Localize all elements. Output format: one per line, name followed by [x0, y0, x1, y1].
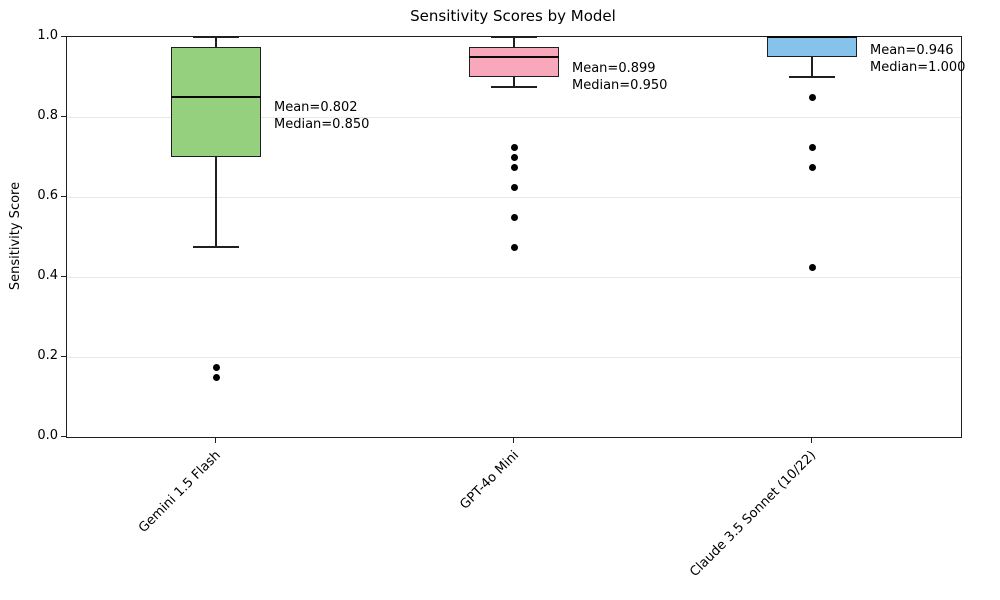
mean-label: Mean=0.899	[572, 61, 656, 77]
y-tick-label: 1.0	[37, 28, 58, 43]
median-label: Median=0.850	[274, 117, 370, 133]
gridline	[67, 116, 961, 118]
mean-median-annotation: Mean=0.946 Median=1.000	[870, 42, 965, 76]
gridline	[67, 196, 961, 198]
x-tick-label: GPT-4o Mini	[456, 448, 522, 513]
lower-whisker	[215, 157, 217, 247]
gridline	[67, 356, 961, 358]
x-tick-label: Claude 3.5 Sonnet (10/22)	[687, 448, 820, 580]
y-tick-mark	[61, 196, 66, 197]
median-line	[171, 96, 261, 98]
plot-area: Mean=0.802 Median=0.850 Mean=0.899 Median=0…	[66, 36, 965, 438]
y-tick-label: 0.8	[37, 108, 58, 123]
y-tick-mark	[61, 36, 66, 37]
y-tick-label: 0.2	[37, 348, 58, 363]
y-tick-label: 0.6	[37, 188, 58, 203]
y-tick-label: 0.0	[37, 428, 58, 443]
gridline	[67, 276, 961, 278]
lower-whisker	[811, 57, 813, 77]
outlier-point	[808, 163, 816, 171]
chart-title: Sensitivity Scores by Model	[410, 7, 616, 25]
mean-label: Mean=0.802	[274, 100, 358, 116]
median-label: Median=1.000	[870, 59, 966, 75]
x-tick-mark	[215, 437, 216, 443]
box-3	[767, 37, 857, 57]
upper-whisker	[513, 37, 515, 47]
outlier-point	[212, 373, 220, 381]
y-tick-mark	[61, 436, 66, 437]
outlier-point	[212, 363, 220, 371]
median-line	[767, 36, 857, 38]
outlier-point	[808, 263, 816, 271]
x-tick-mark	[811, 437, 812, 443]
mean-label: Mean=0.946	[870, 42, 954, 58]
lower-whisker	[513, 77, 515, 87]
lower-whisker-cap	[789, 76, 835, 78]
y-tick-mark	[61, 356, 66, 357]
outlier-point	[808, 93, 816, 101]
y-axis-label: Sensitivity Score	[8, 181, 23, 291]
outlier-point	[808, 143, 816, 151]
box-2	[469, 47, 559, 77]
mean-median-annotation: Mean=0.802 Median=0.850	[274, 99, 369, 133]
upper-whisker-cap	[491, 36, 537, 38]
box-1	[171, 47, 261, 157]
lower-whisker-cap	[491, 86, 537, 88]
outlier-point	[510, 183, 518, 191]
lower-whisker-cap	[193, 246, 239, 248]
y-tick-mark	[61, 116, 66, 117]
outlier-point	[510, 213, 518, 221]
x-tick-label: Gemini 1.5 Flash	[135, 448, 224, 536]
outlier-point	[510, 163, 518, 171]
outlier-point	[510, 143, 518, 151]
y-tick-mark	[61, 276, 66, 277]
median-line	[469, 56, 559, 58]
mean-median-annotation: Mean=0.899 Median=0.950	[572, 60, 667, 94]
outlier-point	[510, 243, 518, 251]
y-tick-label: 0.4	[37, 268, 58, 283]
upper-whisker-cap	[193, 36, 239, 38]
median-label: Median=0.950	[572, 78, 668, 94]
upper-whisker	[215, 37, 217, 47]
outlier-point	[510, 153, 518, 161]
x-tick-mark	[513, 437, 514, 443]
